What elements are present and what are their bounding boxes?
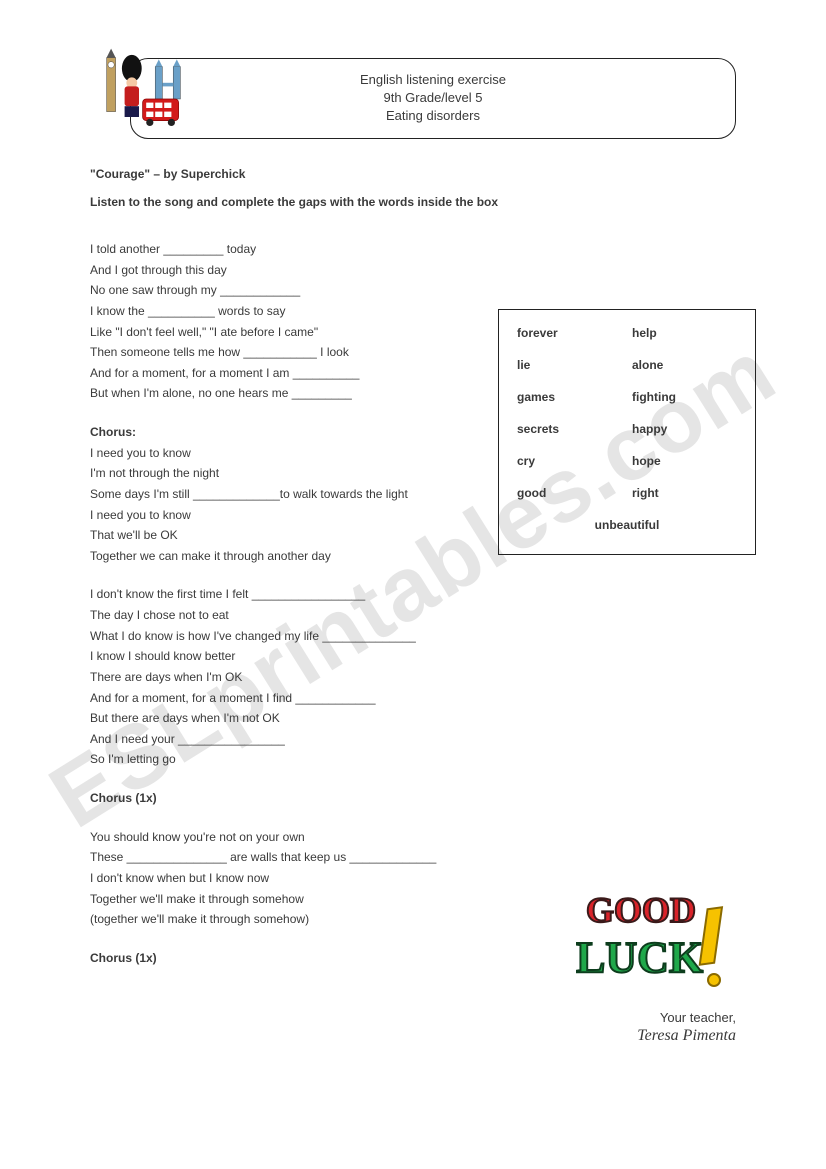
stanza-1: I told another _________ today And I got… (90, 239, 474, 404)
lyric-line: And for a moment, for a moment I am ____… (90, 363, 474, 384)
lyric-line: That we'll be OK (90, 525, 474, 546)
lyric-line: But there are days when I'm not OK (90, 708, 474, 729)
word-item: games (517, 390, 622, 404)
lyric-line: There are days when I'm OK (90, 667, 474, 688)
header-line-3: Eating disorders (151, 108, 715, 123)
lyric-line: You should know you're not on your own (90, 827, 474, 848)
lyric-line: Together we can make it through another … (90, 546, 474, 567)
stanza-3: You should know you're not on your own T… (90, 827, 474, 930)
word-item: lie (517, 358, 622, 372)
instruction: Listen to the song and complete the gaps… (90, 195, 756, 209)
header-box: English listening exercise 9th Grade/lev… (130, 58, 736, 139)
lyric-line: I told another _________ today (90, 239, 474, 260)
teacher-name: Teresa Pimenta (637, 1027, 736, 1045)
chorus-label: Chorus: (90, 422, 474, 443)
lyric-line: I'm not through the night (90, 463, 474, 484)
stanza-2: I don't know the first time I felt _____… (90, 584, 474, 770)
chorus-1x-b: Chorus (1x) (90, 948, 474, 969)
word-item: fighting (632, 390, 737, 404)
word-item: good (517, 486, 622, 500)
word-item: help (632, 326, 737, 340)
word-item: happy (632, 422, 737, 436)
lyric-line: No one saw through my ____________ (90, 280, 474, 301)
word-item: right (632, 486, 737, 500)
lyrics-column: I told another _________ today And I got… (90, 239, 474, 986)
lyric-line: I know I should know better (90, 646, 474, 667)
word-item: secrets (517, 422, 622, 436)
good-luck-icon: GOOD LUCK (576, 880, 736, 990)
word-center: unbeautiful (517, 518, 737, 532)
chorus-1x-label: Chorus (1x) (90, 948, 474, 969)
lyric-line: (together we'll make it through somehow) (90, 909, 474, 930)
goodluck-line2: LUCK (576, 933, 703, 982)
word-item: cry (517, 454, 622, 468)
header-line-2: 9th Grade/level 5 (151, 90, 715, 105)
goodluck-line1: GOOD (586, 890, 696, 930)
lyric-line: The day I chose not to eat (90, 605, 474, 626)
lyric-line: I need you to know (90, 505, 474, 526)
lyric-line: Then someone tells me how ___________ I … (90, 342, 474, 363)
word-item: forever (517, 326, 622, 340)
london-clipart-icon (103, 45, 193, 135)
lyric-line: I don't know when but I know now (90, 868, 474, 889)
lyric-line: So I'm letting go (90, 749, 474, 770)
lyric-line: But when I'm alone, no one hears me ____… (90, 383, 474, 404)
chorus-1x-label: Chorus (1x) (90, 788, 474, 809)
lyric-line: I know the __________ words to say (90, 301, 474, 322)
lyric-line: What I do know is how I've changed my li… (90, 626, 474, 647)
teacher-signature-block: Your teacher, Teresa Pimenta (637, 1010, 736, 1045)
teacher-label: Your teacher, (637, 1010, 736, 1025)
chorus-1x-a: Chorus (1x) (90, 788, 474, 809)
lyric-line: Like "I don't feel well," "I ate before … (90, 322, 474, 343)
lyric-line: I need you to know (90, 443, 474, 464)
lyric-line: I don't know the first time I felt _____… (90, 584, 474, 605)
worksheet-page: English listening exercise 9th Grade/lev… (0, 0, 826, 1026)
header-line-1: English listening exercise (151, 72, 715, 87)
chorus-block: Chorus: I need you to know I'm not throu… (90, 422, 474, 566)
lyric-line: And for a moment, for a moment I find __… (90, 688, 474, 709)
lyric-line: Some days I'm still _____________to walk… (90, 484, 474, 505)
word-grid: forever help lie alone games fighting se… (517, 326, 737, 500)
content-row: I told another _________ today And I got… (90, 239, 756, 986)
word-item: hope (632, 454, 737, 468)
word-item: alone (632, 358, 737, 372)
song-title: "Courage" – by Superchick (90, 167, 756, 181)
word-bank-box: forever help lie alone games fighting se… (498, 309, 756, 555)
lyric-line: And I need your ________________ (90, 729, 474, 750)
lyric-line: And I got through this day (90, 260, 474, 281)
lyric-line: These _______________ are walls that kee… (90, 847, 474, 868)
lyric-line: Together we'll make it through somehow (90, 889, 474, 910)
